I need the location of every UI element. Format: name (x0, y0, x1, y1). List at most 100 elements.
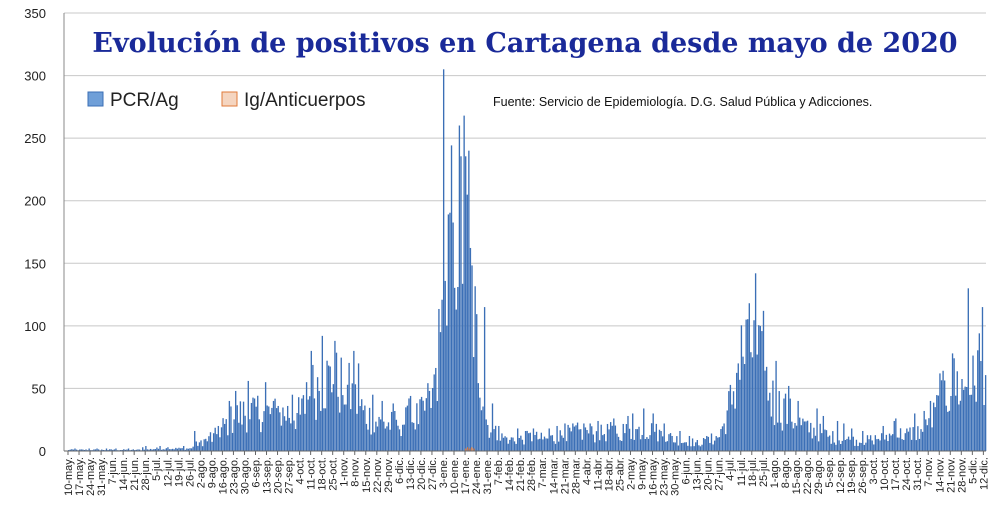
pcr-bar (808, 432, 810, 451)
x-tick-label: 28-jun. (140, 457, 152, 491)
pcr-bar (702, 438, 705, 451)
pcr-bar (754, 273, 757, 451)
y-axis: 0 50 100 150 200 250 300 350 (24, 6, 65, 459)
pcr-bar (110, 449, 112, 451)
pcr-bar (506, 437, 508, 451)
pcr-bar (955, 395, 957, 451)
pcr-bar (282, 407, 284, 451)
x-tick-label: 16-may. (648, 457, 660, 496)
pcr-bar (704, 439, 706, 451)
x-tick-label: 4-jul. (725, 457, 737, 481)
pcr-bar (159, 445, 161, 451)
x-tick-label: 13-jun. (692, 457, 704, 491)
pcr-bar (124, 449, 127, 451)
pcr-bar (821, 433, 823, 451)
pcr-bar (687, 445, 689, 451)
ig-bar (471, 447, 473, 451)
pcr-bar (980, 361, 982, 451)
pcr-bar (819, 423, 821, 451)
pcr-bar (515, 443, 517, 451)
pcr-bar (736, 372, 738, 451)
pcr-bar (901, 439, 903, 451)
ig-bar (465, 448, 467, 451)
pcr-bar (250, 402, 253, 451)
pcr-bar (200, 440, 202, 451)
x-tick-label: 14-mar. (548, 457, 560, 494)
x-tick-label: 14-feb. (504, 457, 516, 491)
pcr-bar (860, 442, 862, 451)
pcr-bar (438, 308, 440, 451)
pcr-bar (720, 429, 722, 451)
x-tick-label: 13-sep. (262, 457, 274, 494)
pcr-bar (698, 445, 700, 451)
pcr-bar (576, 422, 579, 451)
pcr-bar (769, 392, 771, 451)
pcr-bar (866, 435, 869, 451)
pcr-bar (841, 440, 843, 451)
x-tick-label: 23-ago. (228, 457, 240, 494)
pcr-bar (173, 449, 175, 451)
pcr-bar (167, 447, 169, 451)
pcr-bar (890, 435, 892, 451)
pcr-bar (778, 391, 780, 451)
pcr-bar (88, 448, 90, 451)
pcr-bar (776, 422, 779, 451)
x-tick-label: 25-oct. (328, 457, 340, 491)
pcr-bar (187, 448, 190, 451)
pcr-bar (824, 429, 826, 451)
pcr-bar (390, 411, 393, 451)
pcr-bar (321, 335, 324, 451)
pcr-bar (929, 400, 932, 451)
pcr-bar (899, 428, 902, 451)
pcr-bar (898, 437, 900, 451)
pcr-bar (981, 307, 984, 451)
pcr-bar (557, 441, 560, 451)
pcr-bar (810, 422, 812, 451)
pcr-bar (614, 425, 617, 451)
pcr-bar (896, 437, 899, 451)
x-tick-label: 12-jul. (162, 457, 174, 487)
pcr-bar (663, 423, 665, 451)
pcr-bar (939, 373, 941, 451)
pcr-bar (828, 435, 831, 451)
pcr-bar (652, 413, 654, 451)
pcr-bar (461, 283, 464, 451)
pcr-bar (480, 410, 483, 451)
pcr-bar (261, 422, 264, 451)
pcr-bar (936, 395, 938, 451)
pcr-bar (928, 418, 930, 451)
pcr-bar (862, 430, 864, 451)
pcr-bar (732, 391, 735, 451)
pcr-bar (342, 395, 344, 451)
pcr-bar (220, 427, 223, 451)
pcr-bar (279, 412, 281, 451)
pcr-bar (539, 438, 541, 451)
x-tick-label: 25-jul. (758, 457, 770, 487)
pcr-bar (756, 354, 758, 451)
pcr-bar (945, 405, 947, 451)
pcr-bar (526, 430, 528, 451)
x-tick-label: 11-abr. (592, 457, 604, 490)
ig-bars (465, 447, 475, 451)
pcr-bar (524, 430, 527, 451)
pcr-bar (132, 449, 134, 451)
x-tick-label: 17-may. (74, 457, 86, 496)
pcr-bar (446, 325, 448, 451)
pcr-bar (748, 303, 750, 451)
pcr-bar (230, 406, 232, 451)
pcr-bar (868, 439, 870, 451)
pcr-bar (164, 449, 166, 451)
pcr-bar (948, 410, 951, 451)
pcr-bar (189, 448, 191, 451)
pcr-bar (75, 449, 78, 451)
pcr-bar (761, 331, 763, 451)
pcr-bar (242, 401, 245, 451)
pcr-bar (146, 449, 149, 451)
pcr-bar (283, 416, 286, 451)
pcr-bar (869, 435, 872, 451)
pcr-bar (154, 449, 156, 451)
pcr-bar (791, 421, 793, 451)
pcr-bar (966, 387, 968, 451)
pcr-bar (252, 397, 254, 451)
pcr-bar (765, 366, 768, 451)
